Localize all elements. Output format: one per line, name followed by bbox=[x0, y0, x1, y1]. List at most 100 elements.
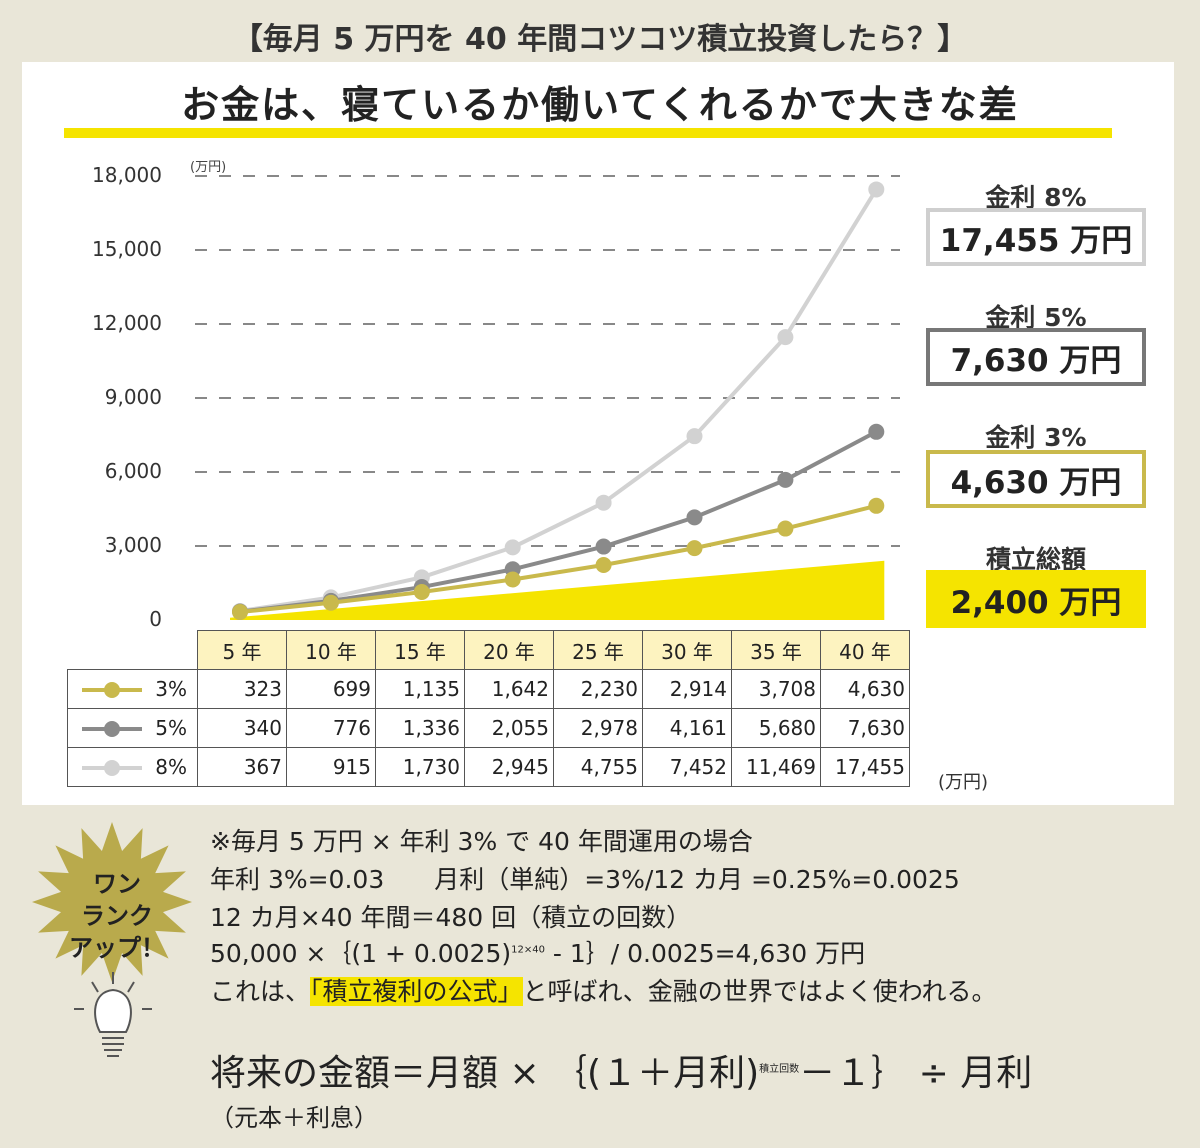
table-cell: 11,469 bbox=[731, 747, 821, 787]
data-point-5% bbox=[686, 509, 703, 526]
data-point-3% bbox=[322, 594, 339, 611]
data-point-3% bbox=[232, 604, 248, 621]
y-axis-unit: (万円) bbox=[190, 160, 227, 175]
table-cell: 2,230 bbox=[553, 669, 643, 709]
table-cell: 323 bbox=[197, 669, 287, 709]
legend-marker-icon bbox=[82, 682, 142, 698]
result-value-box: 7,630 万円 bbox=[926, 328, 1146, 386]
table-cell: 17,455 bbox=[820, 747, 910, 787]
legend-cell: 3% bbox=[67, 669, 198, 709]
formula-exponent: 積立回数 bbox=[759, 1064, 800, 1075]
highlighted-formula-name: 「積立複利の公式」 bbox=[310, 977, 523, 1006]
table-header-cell: 35 年 bbox=[731, 630, 821, 670]
data-point-3% bbox=[595, 556, 612, 573]
table-header-cell: 15 年 bbox=[375, 630, 465, 670]
result-label: 金利 3% bbox=[985, 423, 1087, 452]
data-point-3% bbox=[504, 571, 521, 588]
table-cell: 699 bbox=[286, 669, 376, 709]
formula-subtitle: （元本＋利息） bbox=[210, 1104, 378, 1132]
one-rank-up-badge bbox=[32, 822, 192, 1057]
data-point-5% bbox=[777, 471, 794, 488]
note-line-2: 年利 3%=0.03 月利（単純）=3%/12 カ月 =0.25%=0.0025 bbox=[210, 865, 960, 894]
data-point-5% bbox=[868, 423, 885, 440]
result-label: 金利 8% bbox=[985, 183, 1087, 212]
table-cell: 5,680 bbox=[731, 708, 821, 748]
y-tick-label: 6,000 bbox=[104, 459, 162, 483]
data-point-8% bbox=[686, 428, 703, 445]
note-line-5: これは、「積立複利の公式」と呼ばれ、金融の世界ではよく使われる。 bbox=[210, 972, 997, 1008]
table-row: 3% 323 699 1,135 1,642 2,230 2,914 3,708 4,630 bbox=[67, 669, 910, 709]
table-cell: 4,630 bbox=[820, 669, 910, 709]
table-header-cell: 30 年 bbox=[642, 630, 732, 670]
table-cell: 2,914 bbox=[642, 669, 732, 709]
series-line-3% bbox=[239, 503, 877, 615]
table-row: 8% 367 915 1,730 2,945 4,755 7,452 11,469 17,455 bbox=[67, 747, 910, 787]
table-header-cell: 5 年 bbox=[197, 630, 287, 670]
note-5-a: これは、 bbox=[210, 977, 311, 1006]
table-header-cell: 20 年 bbox=[464, 630, 554, 670]
data-point-5% bbox=[595, 538, 612, 555]
legend-label: 5% bbox=[155, 716, 187, 740]
series-line-5% bbox=[239, 430, 878, 614]
y-tick-label: 0 bbox=[149, 607, 162, 631]
lightbulb-icon bbox=[74, 972, 152, 1057]
contribution-area bbox=[230, 560, 885, 620]
data-table: 5 年 10 年 15 年 20 年 25 年 30 年 35 年 40 年 3% 323 699… bbox=[67, 630, 910, 787]
table-cell: 3,708 bbox=[731, 669, 821, 709]
table-row: 5% 340 776 1,336 2,055 2,978 4,161 5,680 7,630 bbox=[67, 708, 910, 748]
table-cell: 2,978 bbox=[553, 708, 643, 748]
top-title: 【毎月 5 万円を 40 年間コツコツ積立投資したら？】 bbox=[232, 22, 968, 57]
data-point-3% bbox=[413, 584, 430, 601]
note-line-4: 50,000 ×｛(1 + 0.0025)12×40 - 1｝/ 0.0025=… bbox=[210, 934, 865, 970]
table-cell: 915 bbox=[286, 747, 376, 787]
legend-label: 8% bbox=[155, 755, 187, 779]
table-cell: 1,135 bbox=[375, 669, 465, 709]
y-tick-label: 18,000 bbox=[92, 163, 162, 187]
y-tick-label: 15,000 bbox=[92, 237, 162, 261]
table-cell: 1,642 bbox=[464, 669, 554, 709]
y-tick-label: 12,000 bbox=[92, 311, 162, 335]
table-cell: 1,336 bbox=[375, 708, 465, 748]
table-unit: (万円) bbox=[938, 772, 989, 793]
table-corner bbox=[67, 630, 198, 670]
data-point-8% bbox=[868, 181, 885, 198]
table-cell: 4,161 bbox=[642, 708, 732, 748]
table-cell: 2,945 bbox=[464, 747, 554, 787]
table-cell: 776 bbox=[286, 708, 376, 748]
data-point-8% bbox=[504, 539, 521, 556]
table-header-row: 5 年 10 年 15 年 20 年 25 年 30 年 35 年 40 年 bbox=[67, 630, 910, 670]
legend-label: 3% bbox=[155, 677, 187, 701]
table-cell: 4,755 bbox=[553, 747, 643, 787]
data-point-3% bbox=[868, 497, 885, 514]
note-5-b: と呼ばれ、金融の世界ではよく使われる。 bbox=[522, 977, 997, 1006]
result-value-box: 17,455 万円 bbox=[926, 208, 1146, 266]
note-4-exponent: 12×40 bbox=[511, 944, 545, 956]
table-header-cell: 40 年 bbox=[820, 630, 910, 670]
table-cell: 367 bbox=[197, 747, 287, 787]
legend-marker-icon bbox=[82, 760, 142, 776]
note-4-a: 50,000 ×｛(1 + 0.0025) bbox=[210, 939, 512, 968]
legend-cell: 5% bbox=[67, 708, 198, 748]
data-point-8% bbox=[595, 494, 612, 511]
data-point-3% bbox=[686, 540, 703, 557]
note-4-b: - 1｝/ 0.0025=4,630 万円 bbox=[544, 939, 866, 968]
data-point-8% bbox=[777, 329, 794, 346]
note-line-3: 12 カ月×40 年間＝480 回（積立の回数） bbox=[210, 903, 692, 932]
y-tick-label: 3,000 bbox=[104, 533, 162, 557]
table-cell: 7,452 bbox=[642, 747, 732, 787]
data-point-3% bbox=[777, 520, 794, 537]
legend-cell: 8% bbox=[67, 747, 198, 787]
table-cell: 7,630 bbox=[820, 708, 910, 748]
note-line-1: ※毎月 5 万円 × 年利 3% で 40 年間運用の場合 bbox=[210, 827, 753, 856]
starburst-icon bbox=[32, 822, 192, 982]
result-label: 金利 5% bbox=[985, 303, 1087, 332]
badge-text: ワン ランク アップ！ bbox=[69, 870, 165, 962]
y-tick-label: 9,000 bbox=[104, 385, 162, 409]
formula-b: －１｝ ÷ 月利 bbox=[799, 1053, 1033, 1094]
table-cell: 340 bbox=[197, 708, 287, 748]
table-header-cell: 10 年 bbox=[286, 630, 376, 670]
result-value-box: 4,630 万円 bbox=[926, 450, 1146, 508]
formula: 将来の金額＝月額 × ｛(１＋月利)積立回数－１｝ ÷ 月利 bbox=[210, 1044, 1032, 1096]
formula-a: 将来の金額＝月額 × ｛(１＋月利) bbox=[210, 1053, 760, 1094]
